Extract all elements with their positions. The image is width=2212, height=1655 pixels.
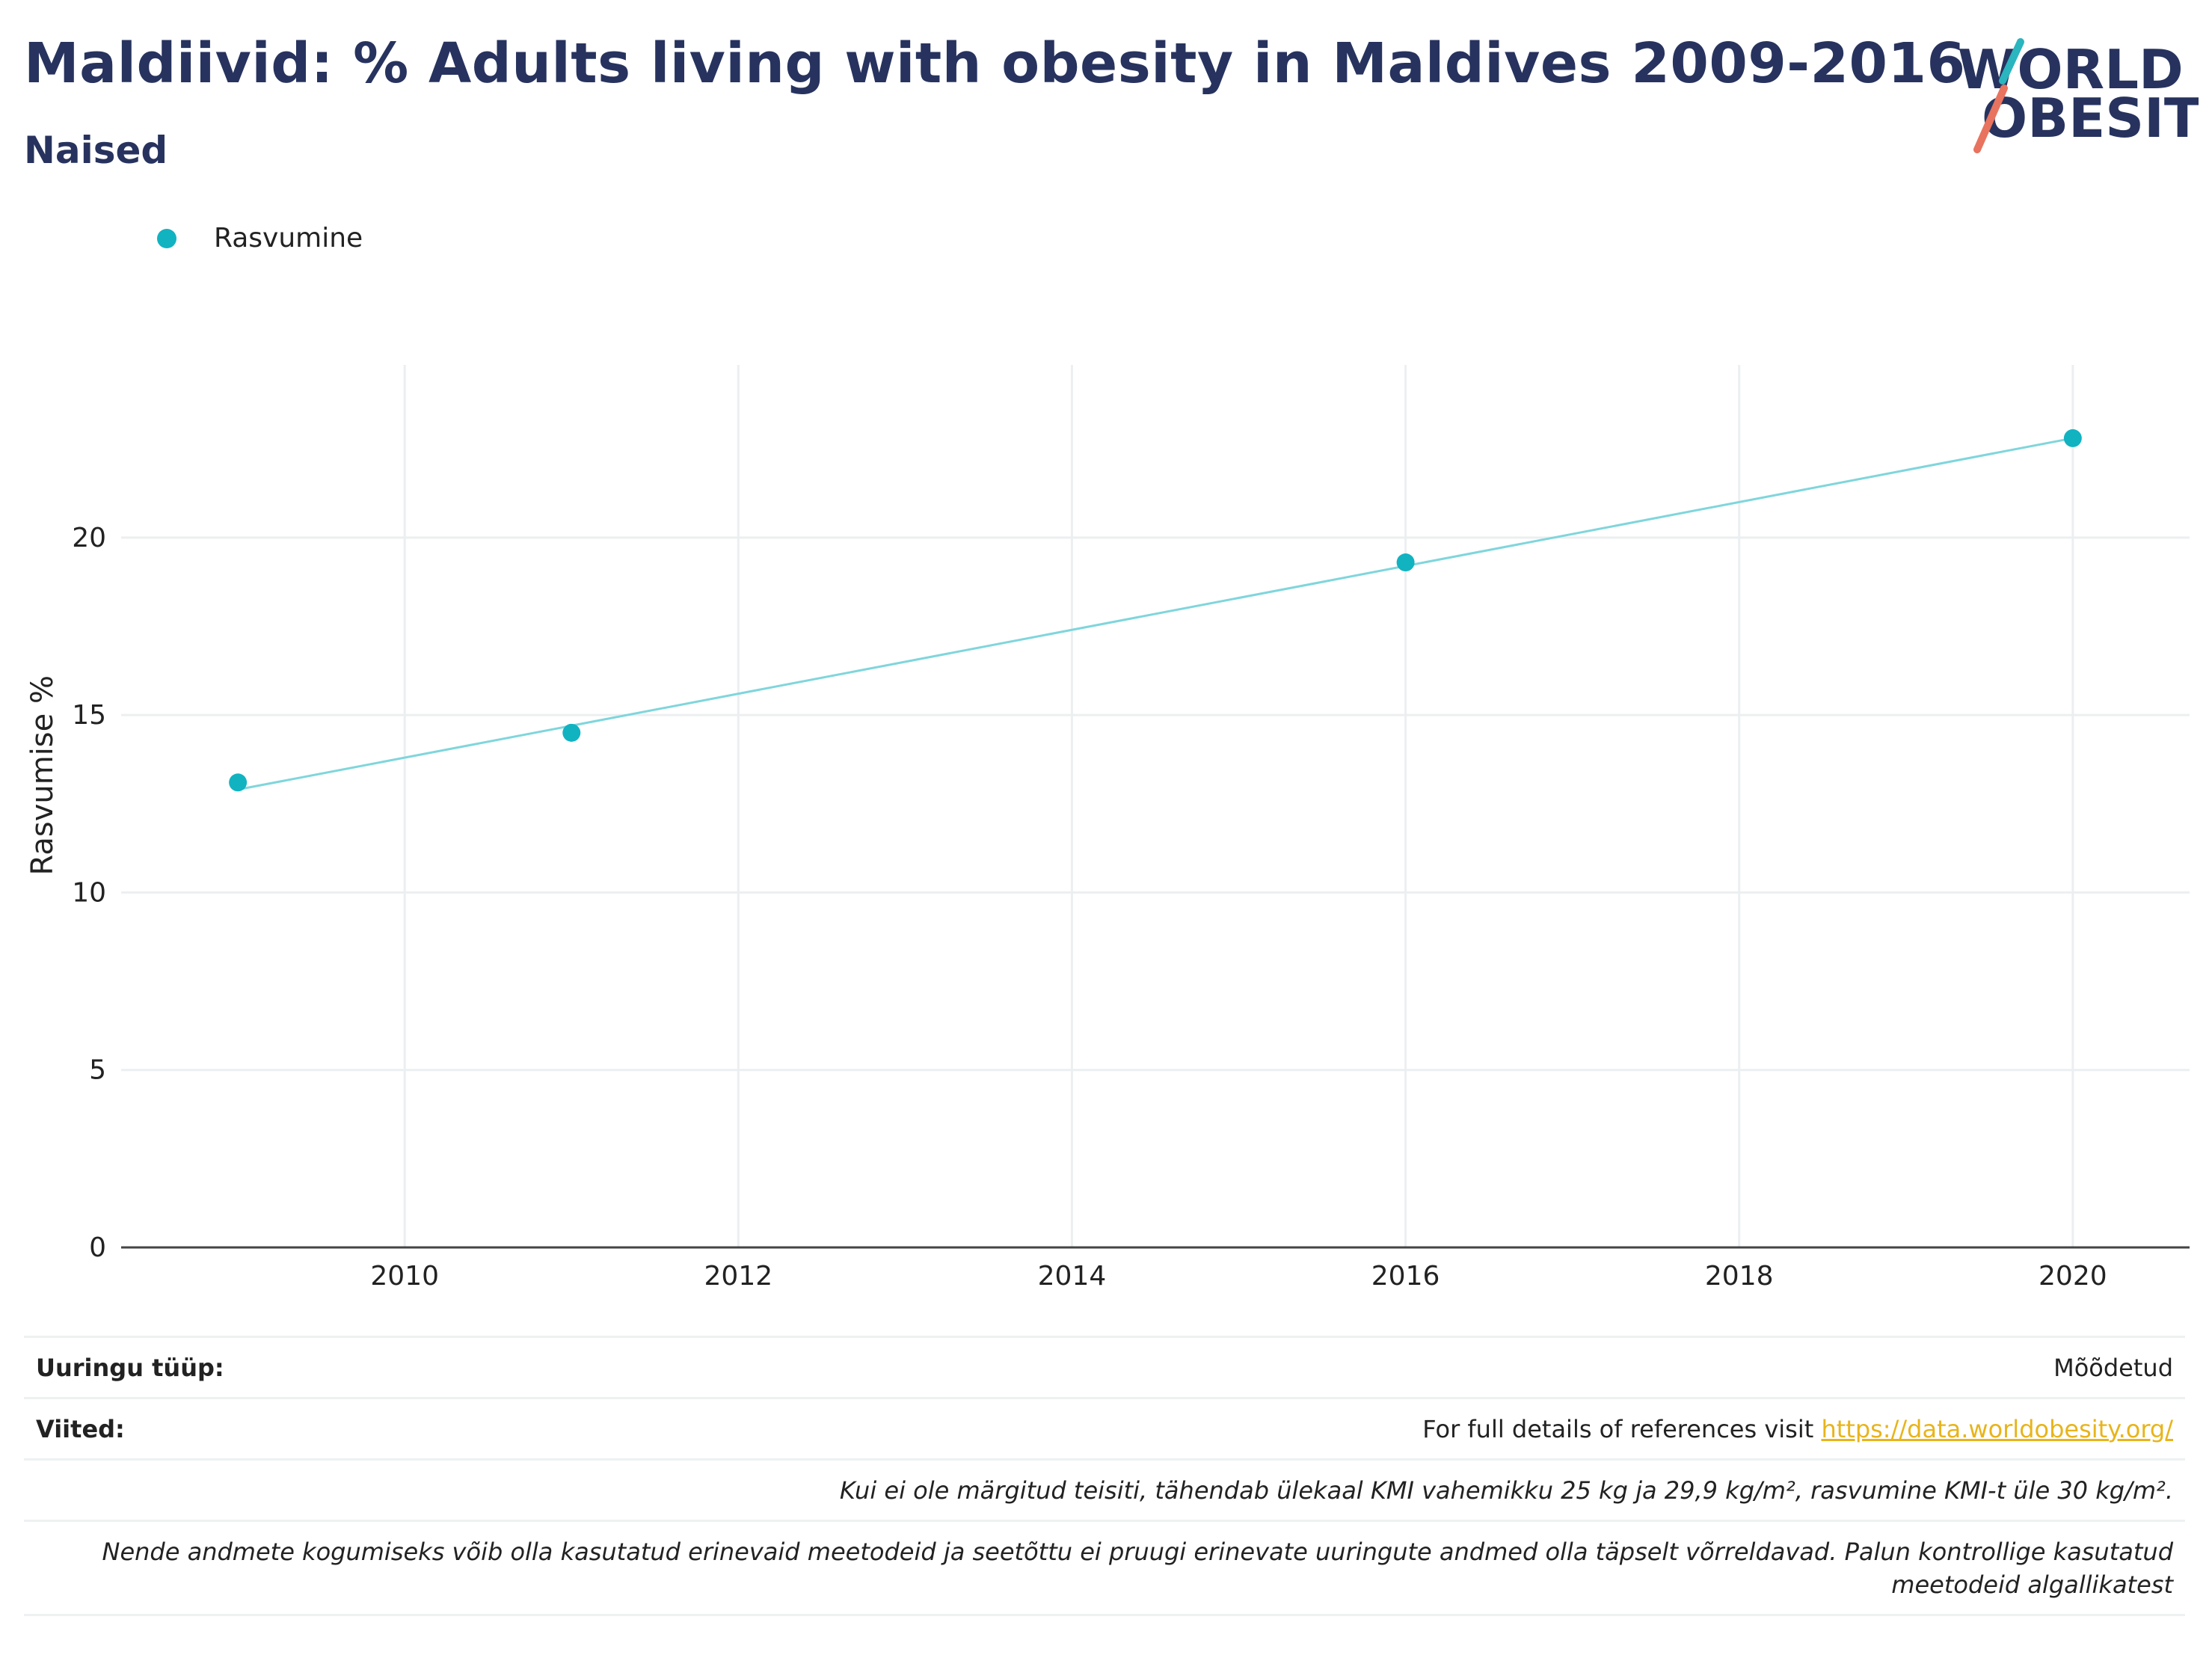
world-obesity-logo: WORLD OBESITY (1952, 21, 2212, 163)
references-text: For full details of references visit (1422, 1414, 1822, 1443)
tick-labels: 0 5 10 15 20 2010 2012 2014 2016 2018 2020 (72, 523, 2107, 1292)
y-tick-label: 15 (72, 700, 106, 731)
survey-type-row: Uuringu tüüp: Mõõdetud (24, 1338, 2185, 1399)
chart-legend: Rasvumine (157, 223, 363, 254)
info-table: Uuringu tüüp: Mõõdetud Viited: For full … (24, 1336, 2185, 1616)
y-tick-label: 20 (72, 523, 106, 553)
definition-note-row: Kui ei ole märgitud teisiti, tähendab ül… (24, 1461, 2185, 1522)
definition-note: Kui ei ole märgitud teisiti, tähendab ül… (839, 1476, 2173, 1505)
x-tick-label: 2020 (2039, 1261, 2107, 1292)
logo-slash-teal (1999, 38, 2024, 85)
y-axis-label: Rasvumise % (25, 675, 60, 876)
references-link[interactable]: https://data.worldobesity.org/ (1821, 1414, 2173, 1443)
x-tick-label: 2018 (1705, 1261, 1774, 1292)
gridlines (121, 365, 2190, 1247)
methods-note-row: Nende andmete kogumiseks võib olla kasut… (24, 1522, 2185, 1616)
logo-line1: WORLD (1958, 38, 2184, 101)
trendline-group (237, 437, 2074, 791)
legend-marker (157, 228, 176, 248)
page-title: Maldiivid: % Adults living with obesity … (24, 31, 1966, 96)
y-tick-label: 0 (89, 1232, 106, 1263)
data-point (229, 773, 248, 792)
references-row: Viited: For full details of references v… (24, 1399, 2185, 1461)
y-tick-label: 5 (89, 1055, 106, 1086)
methods-note: Nende andmete kogumiseks võib olla kasut… (102, 1537, 2174, 1599)
line-chart: 0 5 10 15 20 2010 2012 2014 2016 2018 2020 Rasvumi… (25, 365, 2190, 1292)
x-tick-label: 2010 (370, 1261, 439, 1292)
legend-label: Rasvumine (214, 223, 363, 254)
trendline (237, 437, 2074, 791)
data-point (562, 723, 581, 742)
data-point (2063, 429, 2082, 447)
x-tick-label: 2012 (704, 1261, 773, 1292)
logo-slash-coral (1973, 85, 2008, 153)
survey-type-value: Mõõdetud (2053, 1353, 2173, 1382)
logo-line2: OBESITY (1982, 87, 2199, 150)
references-label: Viited: (36, 1414, 125, 1443)
data-point (1396, 553, 1415, 572)
survey-type-label: Uuringu tüüp: (36, 1353, 224, 1382)
y-tick-label: 10 (72, 877, 106, 908)
data-points (229, 429, 2082, 792)
x-tick-label: 2014 (1038, 1261, 1107, 1292)
references-value: For full details of references visit htt… (1422, 1415, 2173, 1443)
page-subtitle: Naised (24, 129, 168, 172)
x-tick-label: 2016 (1371, 1261, 1440, 1292)
